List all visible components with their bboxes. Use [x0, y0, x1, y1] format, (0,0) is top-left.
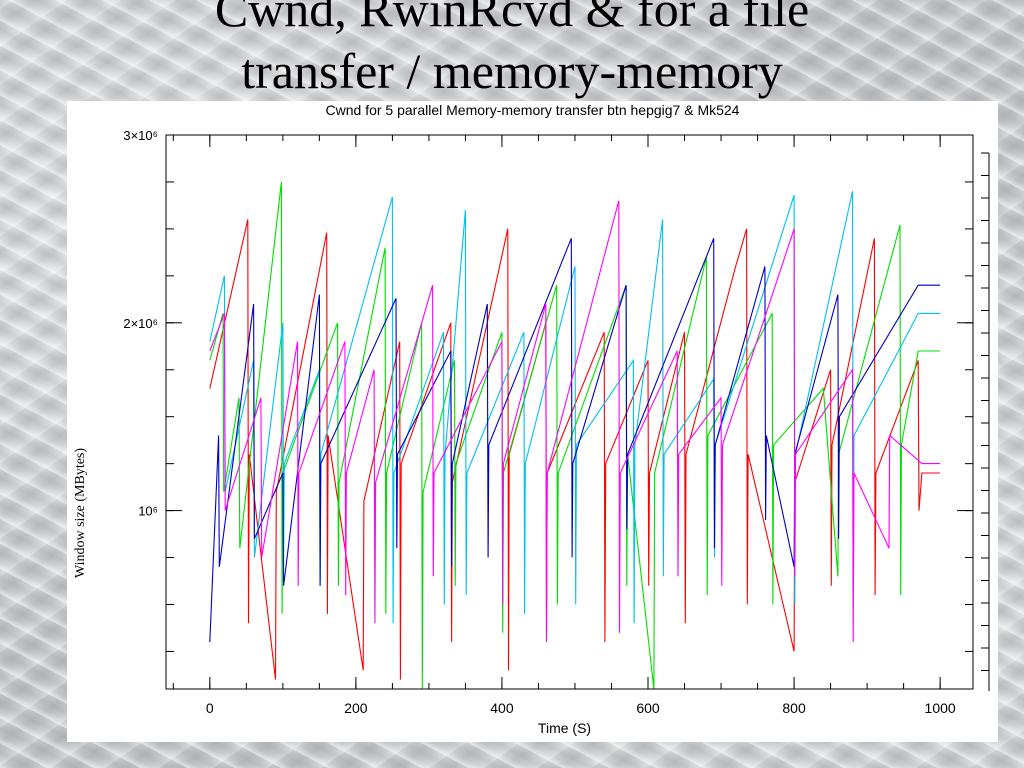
plot-frame — [165, 134, 974, 690]
x-tick-label: 200 — [344, 700, 368, 716]
slide-title: Cwnd, RwinRcvd & for a file transfer / m… — [0, 0, 1024, 102]
x-tick-label: 800 — [782, 700, 806, 716]
slide-title-line-1: Cwnd, RwinRcvd & for a file — [214, 0, 810, 37]
chart-panel: Cwnd for 5 parallel Memory-memory transf… — [67, 101, 998, 742]
series-line-3 — [209, 191, 941, 624]
y-tick-label: 3×10⁶ — [123, 128, 158, 143]
chart-svg: 10⁶ 2×10⁶ 3×10⁶ 0 200 400 600 800 1000 — [123, 128, 990, 716]
chart-title: Cwnd for 5 parallel Memory-memory transf… — [325, 102, 740, 118]
y-tick-label: 10⁶ — [138, 504, 158, 519]
slide-title-line-2: transfer / memory-memory — [241, 43, 783, 99]
series-line-4 — [209, 238, 941, 643]
y-tick-label: 2×10⁶ — [123, 316, 158, 331]
x-axis-label: Time (S) — [537, 720, 592, 736]
x-tick-label: 400 — [490, 700, 514, 716]
series-line-5 — [209, 200, 941, 643]
x-tick-label: 600 — [636, 700, 660, 716]
x-tick-label: 0 — [206, 700, 214, 716]
series-line-1 — [209, 219, 941, 680]
y-axis-label: Window size (MBytes) — [73, 447, 88, 579]
x-tick-label: 1000 — [925, 700, 956, 716]
